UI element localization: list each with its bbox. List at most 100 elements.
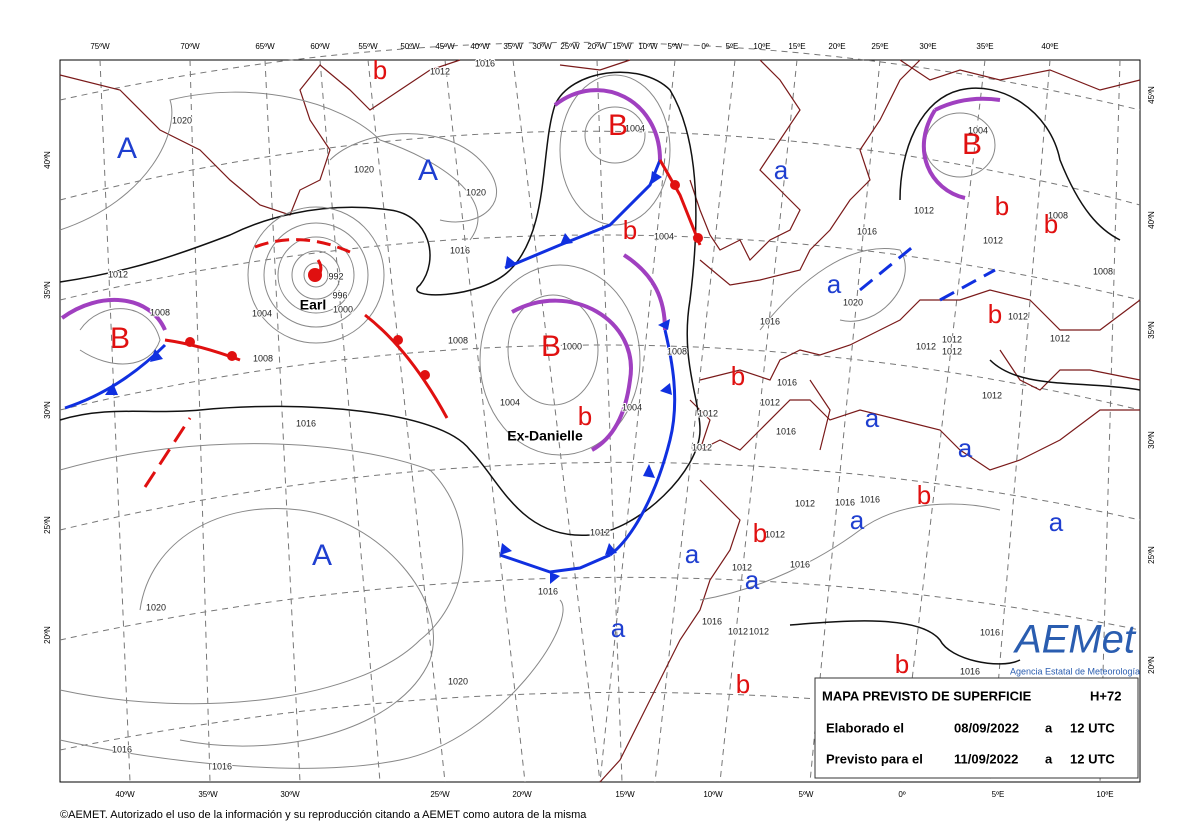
pressure-center: b (623, 215, 637, 245)
longitude-label: 25ºW (430, 790, 450, 799)
longitude-label: 40ºW (115, 790, 135, 799)
isobar-label: 1016 (760, 316, 780, 326)
copyright: ©AEMET. Autorizado el uso de la informac… (60, 809, 587, 821)
isobar-label: 1012 (108, 269, 128, 279)
valid-time: 12 UTC (1070, 751, 1115, 766)
longitude-label: 35ºW (503, 42, 523, 51)
longitude-label: 15ºE (788, 42, 805, 51)
isobar-label: 1004 (654, 231, 674, 241)
isobar-label: 1016 (960, 666, 980, 676)
isobar-label: 1004 (500, 397, 520, 407)
longitude-label: 20ºW (512, 790, 532, 799)
isobar-label: 1012 (698, 408, 718, 418)
pressure-center: B (608, 109, 628, 142)
isobar-label: 1016 (835, 497, 855, 507)
pressure-center: b (917, 480, 931, 510)
isobar-label: 1016 (860, 494, 880, 504)
pressure-center: a (850, 505, 865, 535)
isobar-label: 1004 (622, 402, 642, 412)
longitude-label: 65ºW (255, 42, 275, 51)
isobar-label: 1016 (702, 616, 722, 626)
pressure-center: A (312, 539, 332, 572)
isobar-label: 1016 (450, 245, 470, 255)
map-frame (59, 59, 1141, 783)
latitude-label: 40ºN (1147, 211, 1156, 229)
isobar-label: 1000 (333, 304, 353, 314)
isobar-label: 1012 (942, 334, 962, 344)
isobar-label: 1016 (980, 627, 1000, 637)
longitude-label: 20ºW (587, 42, 607, 51)
pressure-center: A (418, 154, 438, 187)
pressure-center: b (995, 191, 1009, 221)
pressure-center: b (895, 649, 909, 679)
latitude-label: 40ºN (43, 151, 52, 169)
isobars (59, 71, 1141, 769)
pressure-center: a (1049, 507, 1064, 537)
latitude-label: 45ºN (1147, 86, 1156, 104)
isobar-label: 1012 (1050, 333, 1070, 343)
isobar-label: 1008 (1093, 266, 1113, 276)
isobar-label: 1012 (942, 346, 962, 356)
isobar-label: 1004 (252, 308, 272, 318)
longitude-label: 15ºW (612, 42, 632, 51)
valid-date: 11/09/2022 (954, 751, 1018, 766)
longitude-label: 20ºE (828, 42, 845, 51)
latitude-label: 20ºN (1147, 656, 1156, 674)
isobar-label: 1012 (590, 527, 610, 537)
latitude-label: 30ºN (1147, 431, 1156, 449)
latitude-label: 35ºN (43, 281, 52, 299)
isobar-label: 992 (328, 271, 343, 281)
latitude-label: 30ºN (43, 401, 52, 419)
longitude-label: 10ºE (1096, 790, 1113, 799)
isobar-label: 1012 (983, 235, 1003, 245)
pressure-center: a (774, 155, 789, 185)
isobar-label: 1020 (466, 187, 486, 197)
isobar-label: 1004 (968, 125, 988, 135)
isobar-label: 1012 (982, 390, 1002, 400)
isobar-label: 1012 (732, 562, 752, 572)
longitude-label: 75ºW (90, 42, 110, 51)
longitude-label: 5ºE (992, 790, 1005, 799)
longitude-label: 30ºW (280, 790, 300, 799)
isobar-label: 1012 (692, 442, 712, 452)
isobar-label: 1004 (625, 123, 645, 133)
longitude-label: 0º (898, 790, 905, 799)
isobar-label: 1020 (354, 164, 374, 174)
longitude-label: 35ºE (976, 42, 993, 51)
info-box (814, 677, 1139, 779)
logo-subtitle: Agencia Estatal de Meteorología (1010, 666, 1140, 676)
isobar-label: 1012 (728, 626, 748, 636)
issued-label: Elaborado el (826, 720, 904, 735)
isobar-label: 1016 (475, 58, 495, 68)
isobar-label: 1000 (562, 341, 582, 351)
longitude-label: 0º (701, 42, 708, 51)
pressure-center: b (988, 299, 1002, 329)
longitude-label: 55ºW (358, 42, 378, 51)
pressure-center: b (736, 669, 750, 699)
isobar-label: 1016 (212, 761, 232, 771)
isobar-label: 1020 (843, 297, 863, 307)
info-title: MAPA PREVISTO DE SUPERFICIE (822, 688, 1032, 703)
pressure-center: b (1044, 209, 1058, 239)
isobar-label: 1016 (112, 744, 132, 754)
pressure-center: a (958, 433, 973, 463)
pressure-center: b (373, 55, 387, 85)
isobar-label: 1016 (857, 226, 877, 236)
isobar-label: 1016 (776, 426, 796, 436)
pressure-center: a (745, 565, 760, 595)
issued-at: a (1045, 720, 1053, 735)
valid-label: Previsto para el (826, 751, 923, 766)
isobar-label: 1012 (765, 529, 785, 539)
longitude-label: 70ºW (180, 42, 200, 51)
pressure-center: A (117, 132, 137, 165)
pressure-center: a (685, 539, 700, 569)
isobar-label: 1008 (667, 346, 687, 356)
isobar-label: 1012 (749, 626, 769, 636)
isobar-label: 1012 (760, 397, 780, 407)
isobar-label: 1008 (1048, 210, 1068, 220)
longitude-label: 10ºW (638, 42, 658, 51)
isobar-label: 1012 (1008, 311, 1028, 321)
storm-name: Ex-Danielle (507, 428, 583, 444)
